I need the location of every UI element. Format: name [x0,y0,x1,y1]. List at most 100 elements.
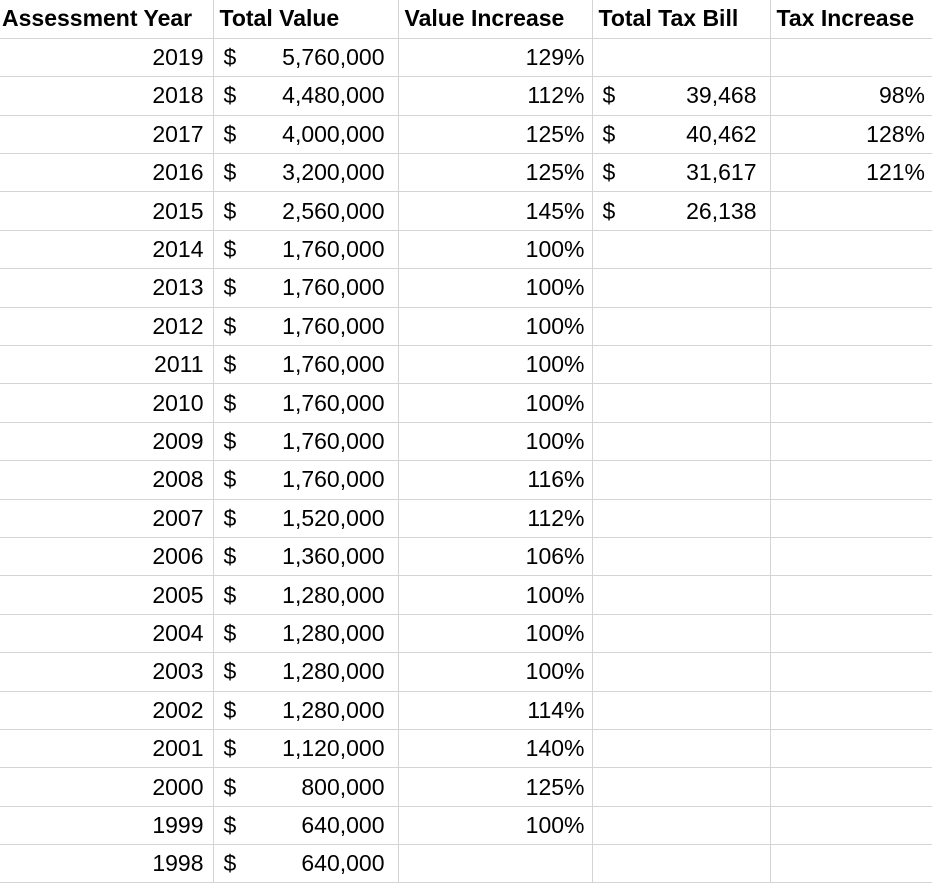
cell-total-tax-bill[interactable] [592,806,771,846]
cell-total-tax-bill[interactable]: $31,617 [592,153,771,193]
column-header-total-tax-bill[interactable]: Total Tax Bill [592,0,771,39]
cell-value-increase[interactable]: 100% [398,268,593,308]
cell-total-tax-bill[interactable]: $39,468 [592,76,771,116]
cell-total-value[interactable]: $1,760,000 [213,345,399,385]
cell-total-value[interactable]: $4,000,000 [213,115,399,155]
cell-tax-increase[interactable] [770,806,932,846]
cell-tax-increase[interactable] [770,383,932,423]
cell-tax-increase[interactable] [770,691,932,730]
cell-tax-increase[interactable] [770,537,932,577]
cell-total-value[interactable]: $1,760,000 [213,230,399,270]
cell-total-tax-bill[interactable] [592,729,771,769]
cell-total-tax-bill[interactable] [592,307,771,347]
cell-total-value[interactable]: $3,200,000 [213,153,399,193]
cell-value-increase[interactable]: 145% [398,191,593,231]
cell-assessment-year[interactable]: 2000 [0,767,214,807]
cell-assessment-year[interactable]: 2011 [0,345,214,385]
cell-total-value[interactable]: $1,360,000 [213,537,399,577]
cell-assessment-year[interactable]: 2014 [0,230,214,270]
cell-assessment-year[interactable]: 2001 [0,729,214,769]
cell-value-increase[interactable]: 125% [398,767,593,807]
cell-assessment-year[interactable]: 2004 [0,614,214,654]
cell-total-tax-bill[interactable] [592,537,771,577]
cell-assessment-year[interactable]: 2009 [0,422,214,462]
cell-tax-increase[interactable] [770,345,932,385]
cell-total-tax-bill[interactable] [592,268,771,308]
cell-assessment-year[interactable]: 2007 [0,499,214,538]
cell-total-tax-bill[interactable] [592,460,771,500]
cell-assessment-year[interactable]: 2012 [0,307,214,347]
cell-value-increase[interactable]: 100% [398,307,593,347]
cell-total-value[interactable]: $4,480,000 [213,76,399,116]
cell-value-increase[interactable]: 100% [398,422,593,462]
cell-tax-increase[interactable]: 98% [770,76,932,116]
cell-total-tax-bill[interactable] [592,38,771,78]
cell-total-value[interactable]: $1,760,000 [213,460,399,500]
cell-assessment-year[interactable]: 2018 [0,76,214,116]
cell-tax-increase[interactable] [770,38,932,78]
cell-value-increase[interactable]: 100% [398,652,593,692]
cell-total-value[interactable]: $640,000 [213,844,399,883]
cell-total-value[interactable]: $1,280,000 [213,614,399,654]
cell-tax-increase[interactable] [770,230,932,270]
cell-assessment-year[interactable]: 2010 [0,383,214,423]
cell-total-value[interactable]: $1,120,000 [213,729,399,769]
cell-total-value[interactable]: $1,760,000 [213,307,399,347]
cell-total-tax-bill[interactable] [592,844,771,883]
cell-total-tax-bill[interactable] [592,422,771,462]
cell-assessment-year[interactable]: 2015 [0,191,214,231]
cell-value-increase[interactable]: 112% [398,76,593,116]
cell-total-value[interactable]: $1,760,000 [213,383,399,423]
cell-total-tax-bill[interactable] [592,499,771,538]
cell-total-tax-bill[interactable] [592,383,771,423]
cell-value-increase[interactable]: 125% [398,153,593,193]
cell-assessment-year[interactable]: 1998 [0,844,214,883]
cell-assessment-year[interactable]: 2017 [0,115,214,155]
cell-value-increase[interactable]: 100% [398,614,593,654]
cell-value-increase[interactable]: 100% [398,806,593,846]
column-header-assessment-year[interactable]: Assessment Year [0,0,214,39]
cell-tax-increase[interactable] [770,268,932,308]
cell-total-tax-bill[interactable] [592,345,771,385]
cell-tax-increase[interactable] [770,422,932,462]
cell-value-increase[interactable]: 114% [398,691,593,730]
cell-value-increase[interactable]: 129% [398,38,593,78]
cell-total-value[interactable]: $1,520,000 [213,499,399,538]
cell-total-value[interactable]: $640,000 [213,806,399,846]
cell-value-increase[interactable]: 106% [398,537,593,577]
cell-assessment-year[interactable]: 2005 [0,575,214,615]
cell-value-increase[interactable]: 100% [398,575,593,615]
cell-tax-increase[interactable] [770,614,932,654]
cell-total-value[interactable]: $1,760,000 [213,268,399,308]
cell-value-increase[interactable]: 116% [398,460,593,500]
cell-total-value[interactable]: $800,000 [213,767,399,807]
cell-total-tax-bill[interactable] [592,767,771,807]
cell-total-tax-bill[interactable] [592,614,771,654]
cell-value-increase[interactable]: 100% [398,383,593,423]
cell-total-tax-bill[interactable] [592,652,771,692]
cell-total-tax-bill[interactable] [592,575,771,615]
cell-total-tax-bill[interactable]: $40,462 [592,115,771,155]
cell-assessment-year[interactable]: 2019 [0,38,214,78]
cell-tax-increase[interactable] [770,767,932,807]
cell-tax-increase[interactable] [770,729,932,769]
cell-assessment-year[interactable]: 2006 [0,537,214,577]
cell-tax-increase[interactable] [770,652,932,692]
column-header-total-value[interactable]: Total Value [213,0,399,39]
cell-assessment-year[interactable]: 2016 [0,153,214,193]
cell-total-tax-bill[interactable]: $26,138 [592,191,771,231]
cell-assessment-year[interactable]: 2002 [0,691,214,730]
cell-tax-increase[interactable] [770,460,932,500]
cell-total-value[interactable]: $1,280,000 [213,691,399,730]
cell-assessment-year[interactable]: 2003 [0,652,214,692]
cell-tax-increase[interactable] [770,307,932,347]
cell-tax-increase[interactable] [770,844,932,883]
cell-tax-increase[interactable]: 121% [770,153,932,193]
cell-tax-increase[interactable] [770,575,932,615]
cell-value-increase[interactable]: 125% [398,115,593,155]
cell-total-value[interactable]: $1,280,000 [213,575,399,615]
column-header-tax-increase[interactable]: Tax Increase [770,0,932,39]
cell-assessment-year[interactable]: 2008 [0,460,214,500]
cell-value-increase[interactable]: 112% [398,499,593,538]
column-header-value-increase[interactable]: Value Increase [398,0,593,39]
